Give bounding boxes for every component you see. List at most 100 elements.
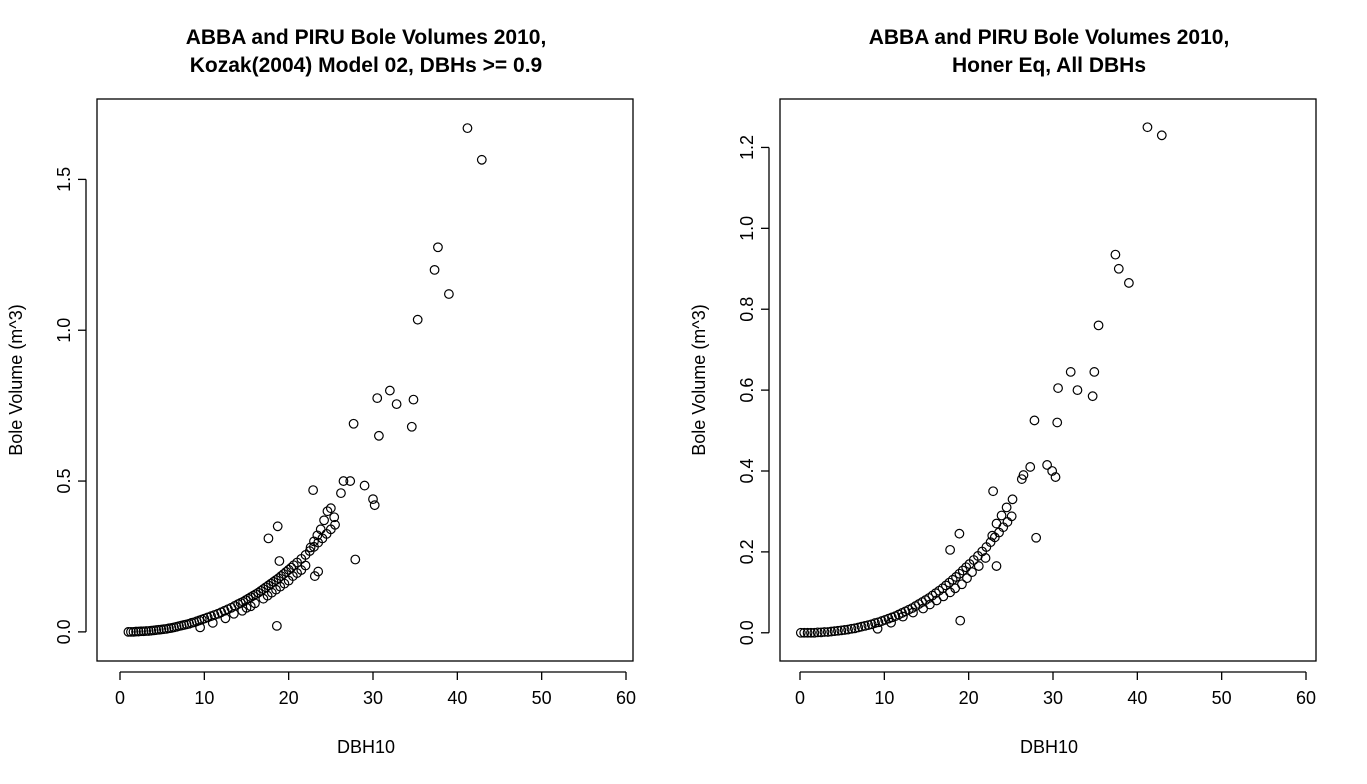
right-data-point (1156, 130, 1167, 141)
right-y-tick-label: 0.8 (737, 297, 757, 322)
right-data-point (1093, 320, 1104, 331)
right-data-point (1065, 367, 1076, 377)
right-data-point (829, 626, 840, 637)
right-data-point (1072, 385, 1083, 396)
left-data-point (319, 515, 329, 526)
left-x-tick-label: 60 (616, 688, 636, 708)
right-data-point (980, 553, 991, 563)
left-data-point (248, 590, 259, 601)
right-data-point (795, 627, 806, 638)
left-data-point (476, 154, 487, 165)
right-y-tick-label: 0.0 (737, 620, 757, 645)
left-x-tick-label: 0 (115, 688, 125, 708)
right-data-point (1042, 460, 1052, 470)
right-data-point (967, 567, 977, 578)
left-y-tick-label: 0.5 (54, 469, 74, 494)
left-scatter-panel: ABBA and PIRU Bole Volumes 2010, Kozak(2… (6, 26, 636, 757)
right-scatter-panel: ABBA and PIRU Bole Volumes 2010, Honer E… (689, 26, 1317, 757)
left-data-point (412, 314, 423, 325)
left-data-point (345, 476, 356, 486)
right-data-point (957, 565, 968, 576)
right-y-tick-label: 0.4 (737, 458, 757, 483)
left-data-point (322, 506, 333, 517)
right-data-point (1142, 122, 1153, 133)
left-data-point (308, 485, 319, 496)
right-data-point (806, 627, 816, 638)
right-data-point (809, 627, 820, 638)
right-x-tick-label: 0 (795, 688, 805, 708)
left-data-point (240, 595, 251, 606)
right-data-point (996, 510, 1007, 521)
right-data-point (836, 625, 847, 636)
right-data-point (955, 615, 966, 626)
left-data-point (348, 418, 359, 429)
right-data-point (1047, 466, 1058, 476)
right-x-tick-label: 40 (1127, 688, 1147, 708)
right-data-point (886, 617, 896, 628)
left-data-point (123, 626, 134, 637)
left-data-point (300, 560, 311, 571)
right-data-point (973, 561, 984, 571)
right-data-point (954, 528, 965, 539)
right-data-point (816, 627, 826, 638)
left-y-tick-label: 1.5 (54, 167, 74, 192)
left-data-point (241, 602, 252, 613)
right-data-point (988, 486, 999, 497)
right-data-point (945, 544, 956, 555)
left-data-point (429, 265, 440, 275)
right-chart-subtitle: Honer Eq, All DBHs (952, 54, 1146, 77)
right-data-point (1050, 472, 1061, 482)
left-plot-frame (96, 98, 634, 662)
right-y-tick-label: 1.2 (737, 135, 757, 160)
right-data-point (799, 627, 810, 638)
left-data-point (274, 556, 285, 566)
left-data-point (325, 503, 336, 514)
left-data-point (368, 494, 378, 505)
left-data-point (338, 476, 349, 486)
right-data-point (839, 625, 850, 635)
right-data-point (991, 561, 1002, 571)
right-x-tick-label: 60 (1296, 688, 1316, 708)
left-x-axis: 0 10 20 30 40 50 60 (115, 671, 636, 708)
right-y-axis-label: Bole Volume (m^3) (689, 304, 709, 456)
left-data-point (305, 542, 316, 553)
left-data-point (312, 530, 323, 541)
right-data-point (941, 580, 951, 591)
right-y-tick-label: 1.0 (737, 216, 757, 241)
right-x-tick-label: 30 (1043, 688, 1063, 708)
right-data-point (1052, 417, 1063, 428)
right-data-point (1029, 415, 1040, 426)
left-data-point (250, 598, 260, 609)
left-data-point (253, 587, 264, 598)
right-data-point (1113, 263, 1124, 274)
right-data-point (846, 623, 857, 634)
left-data-point (271, 620, 282, 631)
left-y-axis: 0.0 0.5 1.0 1.5 (54, 167, 87, 644)
right-plot-frame (779, 98, 1317, 662)
right-data-point (1053, 383, 1063, 393)
right-x-tick-label: 10 (874, 688, 894, 708)
right-chart-title: ABBA and PIRU Bole Volumes 2010, (869, 26, 1230, 49)
right-y-tick-label: 0.6 (737, 378, 757, 403)
left-y-axis-label: Bole Volume (m^3) (6, 304, 26, 456)
right-y-tick-label: 0.2 (737, 539, 757, 564)
left-data-point (374, 430, 384, 441)
right-data-point (1007, 494, 1018, 505)
left-data-point (136, 626, 146, 637)
left-data-point (272, 521, 283, 532)
right-data-point (1025, 462, 1036, 472)
right-data-point (897, 611, 908, 622)
left-x-tick-label: 20 (279, 688, 299, 708)
right-data-point (908, 607, 918, 618)
left-data-point (372, 393, 383, 404)
left-data-point (462, 123, 473, 134)
left-chart-title: ABBA and PIRU Bole Volumes 2010, (186, 26, 547, 49)
right-data-point (954, 568, 965, 579)
left-data-point (131, 626, 141, 637)
right-data-point (826, 626, 837, 637)
right-data-point (987, 530, 998, 541)
left-data-point (384, 385, 395, 396)
left-chart-subtitle: Kozak(2004) Model 02, DBHs >= 0.9 (190, 54, 542, 77)
left-data-point (336, 488, 346, 499)
right-data-point (1006, 511, 1017, 522)
